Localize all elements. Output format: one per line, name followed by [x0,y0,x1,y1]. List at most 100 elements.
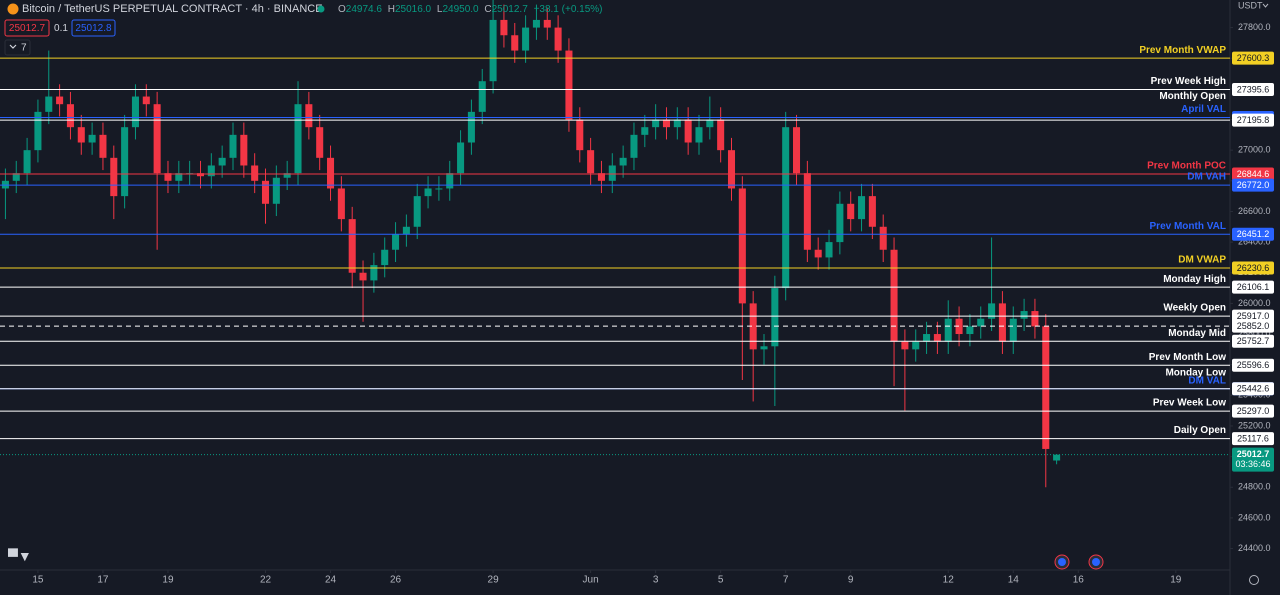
candle-body [294,104,302,174]
x-tick-label: 3 [653,575,659,586]
candle-body [782,127,790,289]
candle-body [511,35,519,51]
candle-body [207,165,215,177]
x-tick-label: 16 [1073,575,1085,586]
tv-logo-mark: ▀▼ [8,548,32,564]
candle-body [619,157,627,166]
level-name: Monday High [1163,274,1226,285]
candle-body [554,27,562,51]
candle-body [381,249,389,266]
candle-body [868,196,876,227]
plot-area: Prev Month VWAP Prev Week High April VAL Mo… [0,0,1233,573]
candle-body [467,111,475,143]
buy-button[interactable] [71,19,116,37]
level-name: April VAL [1181,104,1226,115]
candle-body [684,119,692,143]
settings-icon[interactable] [1249,575,1259,585]
tv-logo[interactable]: ▀▼ [8,548,32,564]
candle-body [77,127,85,143]
x-tick-label: 24 [325,575,337,586]
candle-body [489,19,497,82]
candle-body [45,96,53,112]
candle-body [131,96,139,128]
candle-body [261,180,270,204]
candle-body [1031,311,1039,327]
ohlc-value: 24974.6 [346,4,383,15]
last-price-box [1232,447,1274,472]
y-tick-label: 26000.0 [1238,298,1271,308]
currency-caret [1262,3,1269,8]
candle-body [164,173,172,181]
sell-button[interactable] [4,19,50,37]
level-price-box [1232,83,1274,97]
y-tick-label: 27000.0 [1238,145,1271,155]
candle-body [34,111,42,151]
candle-body [847,203,855,220]
level-name: DM VAH [1187,172,1226,183]
last-price-label: 25012.7 [1237,449,1270,459]
chevron-icon [9,44,17,49]
candle-body [890,249,898,342]
candle-body [522,27,530,51]
candle-body [316,127,324,158]
candle-body [738,188,746,304]
candle-body [196,173,205,177]
candle-body [1020,311,1028,319]
candle-body [392,234,400,250]
level-name: Prev Week High [1151,76,1226,87]
symbol-title[interactable]: Bitcoin / TetherUS PERPETUAL CONTRACT · … [22,3,323,15]
overlay: Bitcoin / TetherUS PERPETUAL CONTRACT · … [4,0,1269,585]
level-price-box [1232,261,1274,275]
level-name: Monday Mid [1168,328,1226,339]
candle-body [457,142,465,174]
candle-body [110,157,118,197]
buy-price: 25012.8 [75,23,112,34]
candle-body [576,119,584,151]
candle-body [933,334,941,342]
candle-body [966,326,974,335]
candle-body [240,134,248,166]
candle-body [901,341,909,350]
level-price-box [1232,382,1274,396]
x-tick-label: 22 [260,575,272,586]
candle-body [218,157,226,166]
candle-body [727,150,736,189]
candle-body [446,173,454,189]
candle-body [305,104,313,128]
candle-body [760,346,768,350]
level-name: DM VWAP [1178,255,1226,266]
sell-price: 25012.7 [9,23,46,34]
candle-body [424,188,432,197]
x-tick-label: 9 [848,575,854,586]
candle-body [229,134,237,158]
level-name: Prev Month Low [1149,352,1226,363]
y-tick-label: 27800.0 [1238,22,1271,32]
level-price-box [1232,113,1274,127]
candle-body [153,104,161,174]
status-dot [317,5,325,13]
x-tick-label: 15 [32,575,44,586]
candle-body [912,341,920,350]
candle-body [652,119,660,128]
indicators-toggle[interactable] [4,39,31,56]
candle-body [955,318,963,335]
level-price-box [1232,358,1274,372]
candle-body [543,19,551,28]
y-tick-label: 24600.0 [1238,512,1271,522]
level-price-label: 25752.7 [1237,336,1270,346]
level-name: Daily Open [1174,425,1226,436]
level-price-label: 27600.3 [1237,53,1270,63]
candle-body [923,334,931,342]
candle-body [717,119,725,151]
currency[interactable]: USDT [1238,0,1263,10]
candle-body [413,196,421,227]
candle-body [175,173,183,181]
level-price-label: 25917.0 [1237,311,1270,321]
candle-body [99,134,107,158]
level-price-box [1232,334,1274,348]
candle-body [142,96,150,105]
x-tick-label: 12 [943,575,955,586]
candle-body [641,127,649,135]
x-tick-label: 14 [1008,575,1020,586]
level-price-box [1232,280,1274,294]
